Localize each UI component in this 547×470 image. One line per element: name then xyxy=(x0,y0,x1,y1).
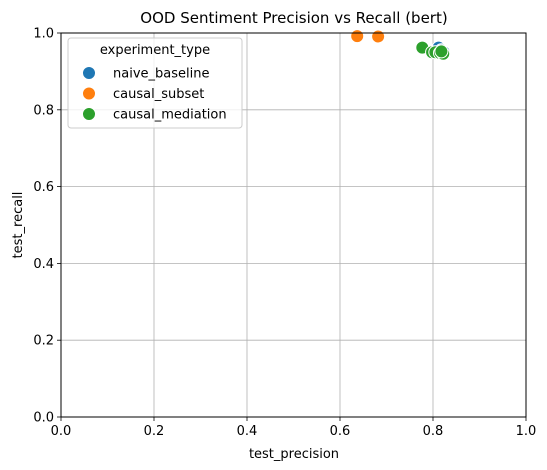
x-tick-label: 0.6 xyxy=(330,424,351,439)
x-tick-label: 0.0 xyxy=(51,424,72,439)
legend-marker-causal-mediation xyxy=(82,107,96,121)
x-tick-label: 0.8 xyxy=(423,424,444,439)
chart-title: OOD Sentiment Precision vs Recall (bert) xyxy=(140,9,447,27)
data-point-causal-subset xyxy=(371,29,386,44)
y-axis-title: test_recall xyxy=(11,192,26,259)
data-point-causal-subset xyxy=(350,29,365,44)
x-tick-label: 0.2 xyxy=(144,424,165,439)
legend-title: experiment_type xyxy=(100,43,210,58)
legend-label-naive-baseline: naive_baseline xyxy=(113,67,209,82)
legend-entries: naive_baseline causal_subset causal_mediat… xyxy=(82,66,227,123)
data-point-causal-mediation xyxy=(434,44,449,59)
legend-marker-causal-subset xyxy=(82,86,96,101)
y-tick-label: 0.6 xyxy=(33,180,54,195)
y-tick-label: 0.4 xyxy=(33,257,54,272)
plot-frame xyxy=(60,32,527,418)
legend-box xyxy=(67,37,243,129)
legend-label-causal-subset: causal_subset xyxy=(113,87,204,102)
y-tick-label: 1.0 xyxy=(33,27,54,42)
x-axis-title: test_precision xyxy=(249,447,339,462)
y-tick-label: 0.2 xyxy=(33,334,54,349)
y-tick-label: 0.8 xyxy=(33,103,54,118)
axis-ticks: 0.0 0.2 0.4 0.6 0.8 1.0 0.0 0.2 0.4 0.6 0.8 1.0 xyxy=(33,27,536,440)
legend-label-causal-mediation: causal_mediation xyxy=(113,108,227,123)
y-tick-label: 0.0 xyxy=(33,411,54,426)
x-tick-label: 0.4 xyxy=(237,424,258,439)
legend-marker-naive-baseline xyxy=(82,66,96,80)
x-tick-label: 1.0 xyxy=(516,424,537,439)
legend: experiment_type naive_baseline causal_sub… xyxy=(67,37,243,129)
